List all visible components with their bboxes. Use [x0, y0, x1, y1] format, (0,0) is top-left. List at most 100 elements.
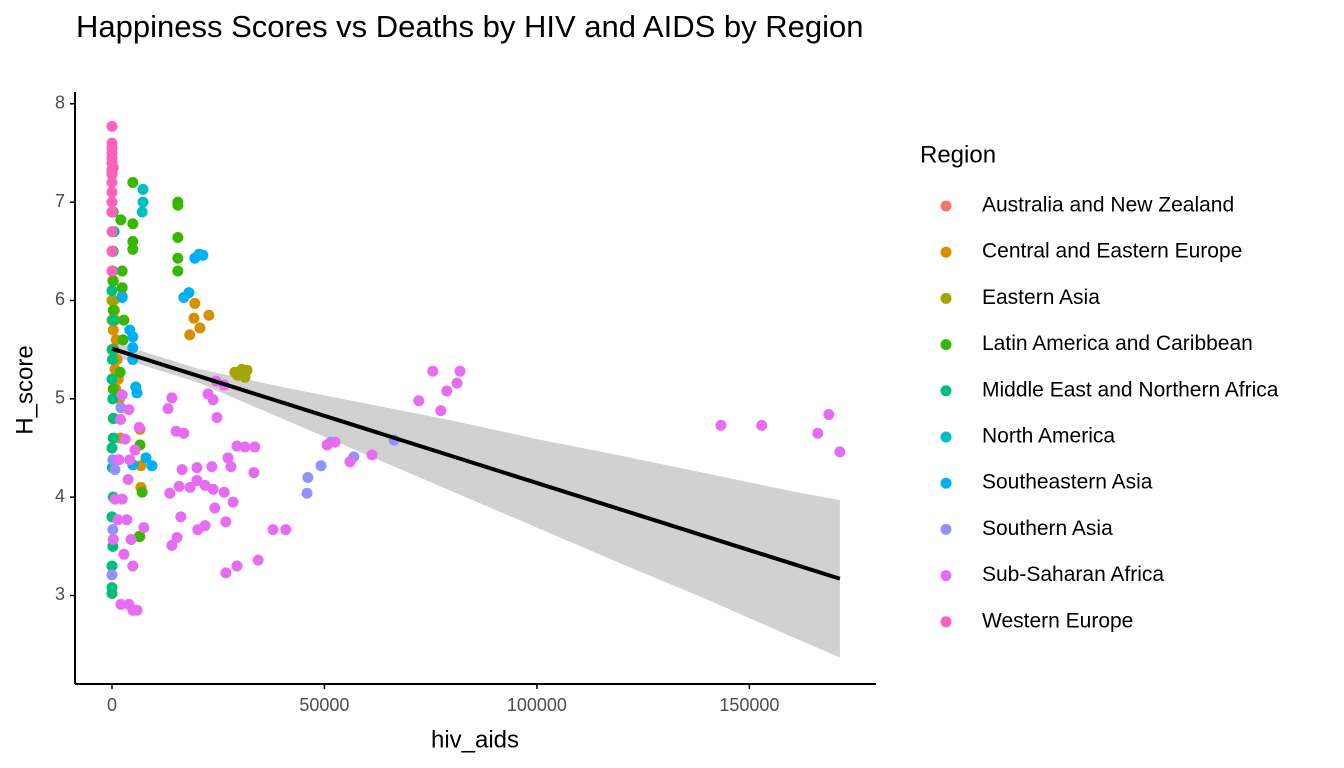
x-tick-label: 150000	[719, 695, 779, 715]
point	[176, 464, 188, 476]
y-tick-label: 4	[55, 486, 65, 506]
point	[107, 432, 119, 444]
x-axis-title: hiv_aids	[431, 726, 519, 753]
point	[106, 265, 118, 277]
y-tick-label: 7	[55, 191, 65, 211]
point	[715, 419, 727, 431]
point	[241, 364, 253, 376]
point	[123, 404, 135, 416]
point	[315, 460, 327, 472]
point	[207, 483, 219, 495]
fit-line	[111, 346, 841, 581]
point	[222, 452, 234, 464]
point	[188, 312, 200, 324]
point	[172, 265, 184, 277]
point	[197, 249, 209, 261]
point	[211, 412, 223, 424]
point	[209, 502, 221, 514]
point	[106, 226, 118, 238]
point	[112, 514, 124, 526]
legend-label: Sub-Saharan Africa	[982, 563, 1164, 586]
legend-label: Latin America and Caribbean	[982, 332, 1253, 355]
point	[191, 474, 203, 486]
point	[106, 245, 118, 257]
point	[178, 427, 190, 439]
legend-marker	[940, 292, 952, 304]
y-axis-title: H_score	[11, 345, 38, 434]
legend-marker	[940, 477, 952, 489]
point	[344, 456, 356, 468]
point	[220, 516, 232, 528]
point	[106, 176, 118, 188]
point	[125, 533, 137, 545]
point	[106, 353, 118, 365]
point	[116, 292, 128, 304]
point	[124, 454, 136, 466]
point	[301, 487, 313, 499]
point	[115, 214, 127, 226]
point	[124, 324, 136, 336]
legend-label: Southern Asia	[982, 517, 1113, 540]
legend-marker	[940, 616, 952, 628]
point	[178, 292, 190, 304]
point	[203, 309, 215, 321]
point	[166, 539, 178, 551]
point	[454, 365, 466, 377]
x-tick-label: 100000	[507, 695, 567, 715]
legend-label: Eastern Asia	[982, 286, 1100, 309]
point	[129, 444, 141, 456]
point	[812, 427, 824, 439]
point	[189, 297, 201, 309]
point	[106, 294, 118, 306]
point	[162, 403, 174, 415]
x-tick-label: 50000	[299, 695, 349, 715]
point	[106, 285, 118, 297]
point	[756, 419, 768, 431]
point	[107, 533, 119, 545]
point	[131, 604, 143, 616]
y-tick-label: 5	[55, 388, 65, 408]
legend-marker	[940, 570, 952, 582]
point	[413, 395, 425, 407]
point	[172, 232, 184, 244]
point	[823, 409, 835, 421]
legend-label: Southeastern Asia	[982, 471, 1153, 494]
point	[184, 329, 196, 341]
y-tick-label: 8	[55, 93, 65, 113]
y-tick-label: 3	[55, 584, 65, 604]
point	[106, 186, 118, 198]
point	[114, 366, 126, 378]
point	[131, 387, 143, 399]
x-tick-label: 0	[107, 695, 117, 715]
point	[107, 393, 119, 405]
point	[451, 377, 463, 389]
point	[113, 454, 125, 466]
point	[135, 460, 147, 472]
point	[115, 598, 127, 610]
point	[248, 467, 260, 479]
point	[127, 342, 139, 354]
legend-marker	[940, 246, 952, 258]
point	[121, 514, 133, 526]
point	[166, 392, 178, 404]
point	[172, 252, 184, 264]
confidence-band	[111, 341, 840, 658]
point	[136, 206, 148, 218]
point	[218, 486, 230, 498]
point	[441, 385, 453, 397]
legend-label: Central and Eastern Europe	[982, 240, 1242, 263]
point	[106, 560, 118, 572]
point	[106, 373, 118, 385]
point	[136, 486, 148, 498]
point	[107, 162, 119, 174]
point	[207, 394, 219, 406]
point	[227, 496, 239, 508]
point	[127, 218, 139, 230]
point	[192, 524, 204, 536]
point	[118, 314, 130, 326]
point	[137, 183, 149, 195]
point	[427, 365, 439, 377]
point	[117, 334, 129, 346]
point	[302, 471, 314, 483]
